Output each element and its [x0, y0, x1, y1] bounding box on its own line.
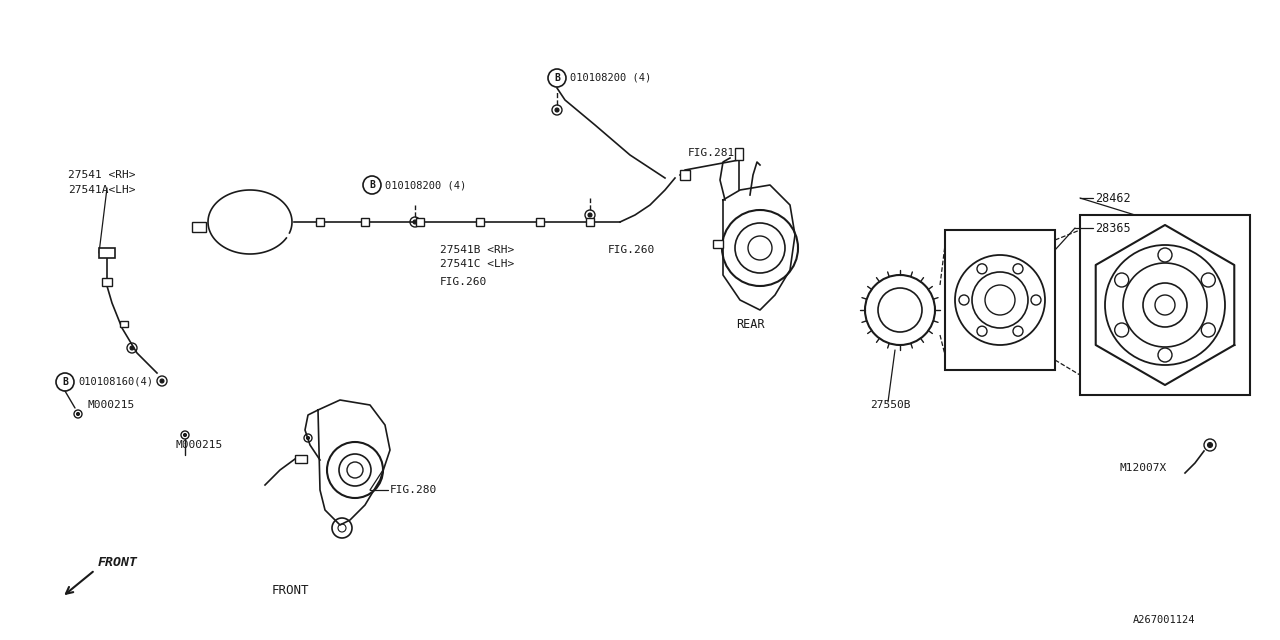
Bar	[361, 218, 369, 226]
Circle shape	[131, 346, 134, 350]
Bar	[586, 218, 594, 226]
Text: B: B	[554, 73, 559, 83]
Bar	[680, 170, 690, 180]
Bar	[294, 455, 307, 463]
Text: FRONT: FRONT	[271, 584, 308, 596]
Bar	[120, 321, 128, 327]
Circle shape	[588, 213, 591, 217]
Text: 27541A<LH>: 27541A<LH>	[68, 185, 136, 195]
Text: B: B	[369, 180, 375, 190]
Text: 010108200 (4): 010108200 (4)	[570, 73, 652, 83]
Bar	[416, 218, 424, 226]
Bar	[99, 248, 115, 258]
Bar	[536, 218, 544, 226]
Text: B: B	[61, 377, 68, 387]
Text: REAR: REAR	[736, 319, 764, 332]
Text: M000215: M000215	[88, 400, 136, 410]
Text: 28462: 28462	[1094, 191, 1130, 205]
Circle shape	[556, 108, 559, 112]
Text: FIG.260: FIG.260	[440, 277, 488, 287]
Bar	[316, 218, 324, 226]
Bar	[102, 278, 113, 286]
Text: FIG.281: FIG.281	[689, 148, 735, 158]
Bar	[192, 222, 206, 232]
Bar	[735, 148, 742, 160]
Circle shape	[183, 433, 187, 436]
Text: 27541 <RH>: 27541 <RH>	[68, 170, 136, 180]
Text: A267001124: A267001124	[1133, 615, 1196, 625]
Circle shape	[160, 379, 164, 383]
Bar	[945, 230, 1055, 370]
Text: M12007X: M12007X	[1120, 463, 1167, 473]
Circle shape	[1207, 442, 1212, 447]
Circle shape	[306, 436, 310, 440]
Text: FIG.260: FIG.260	[608, 245, 655, 255]
Bar	[713, 240, 723, 248]
Text: 28365: 28365	[1094, 221, 1130, 234]
Text: 27541C <LH>: 27541C <LH>	[440, 259, 515, 269]
Text: FIG.280: FIG.280	[390, 485, 438, 495]
Bar	[1080, 215, 1251, 395]
Text: 27541B <RH>: 27541B <RH>	[440, 245, 515, 255]
Text: M000215: M000215	[175, 440, 223, 450]
Circle shape	[413, 220, 417, 224]
Text: 010108160(4): 010108160(4)	[78, 377, 154, 387]
Text: 010108200 (4): 010108200 (4)	[385, 180, 466, 190]
Bar	[476, 218, 484, 226]
Text: FRONT: FRONT	[99, 557, 138, 570]
Text: 27550B: 27550B	[870, 400, 910, 410]
Circle shape	[77, 413, 79, 415]
